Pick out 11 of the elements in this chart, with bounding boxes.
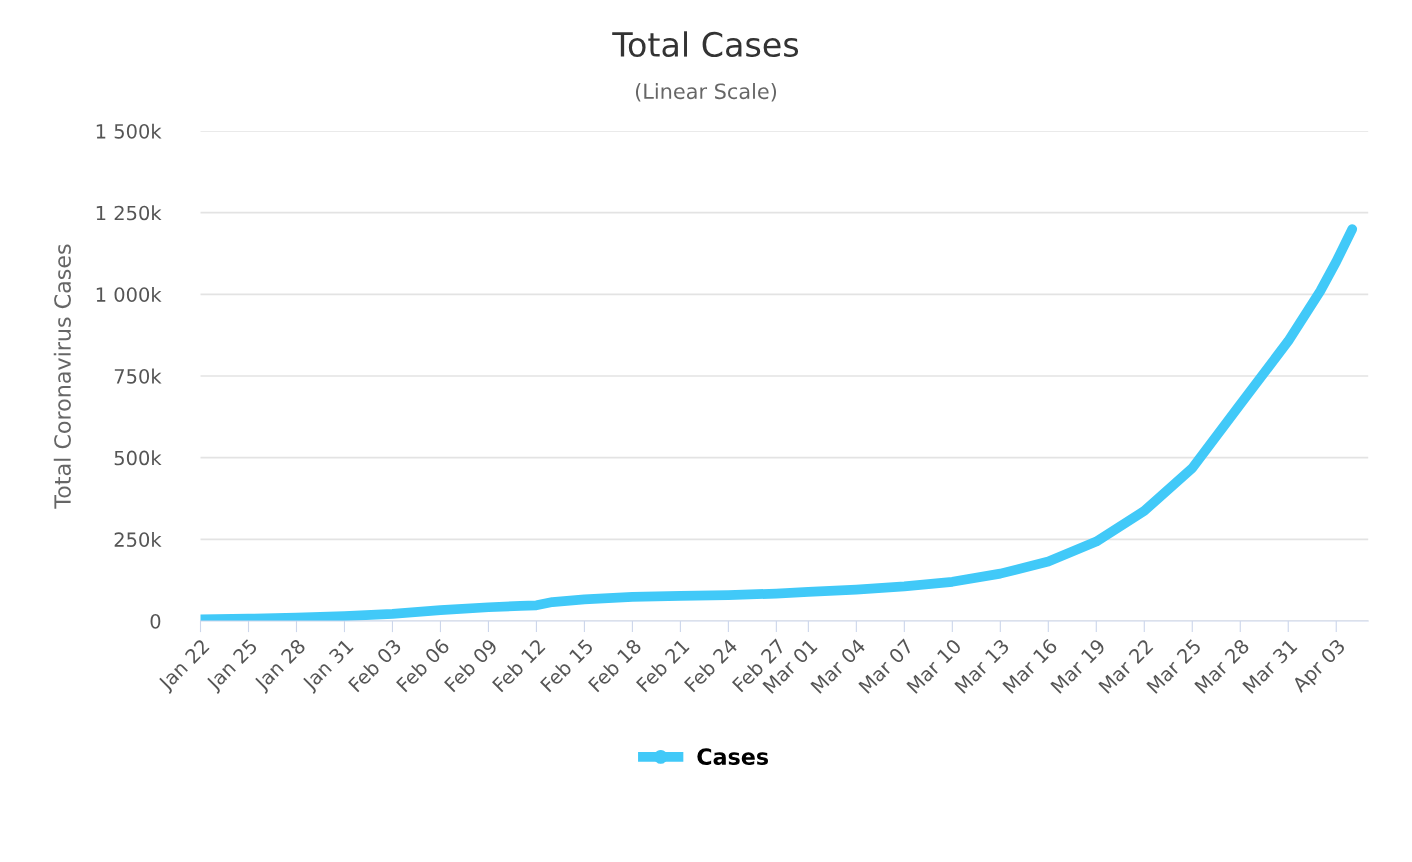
legend-label: Cases (697, 748, 769, 766)
y-tick-label: 1 000k (96, 286, 162, 303)
y-tick-label: 500k (114, 450, 162, 466)
chart-subtitle: (Linear Scale) (635, 83, 777, 102)
y-tick-label: 1 500k (96, 123, 162, 139)
y-axis-title: Total Coronavirus Cases (53, 244, 71, 509)
y-tick-label: 750k (114, 368, 162, 384)
y-tick-label: 0 (150, 613, 161, 629)
y-tick-label: 1 250k (96, 205, 162, 221)
chart-title: Total Cases (612, 31, 799, 58)
y-tick-label: 250k (114, 531, 162, 547)
